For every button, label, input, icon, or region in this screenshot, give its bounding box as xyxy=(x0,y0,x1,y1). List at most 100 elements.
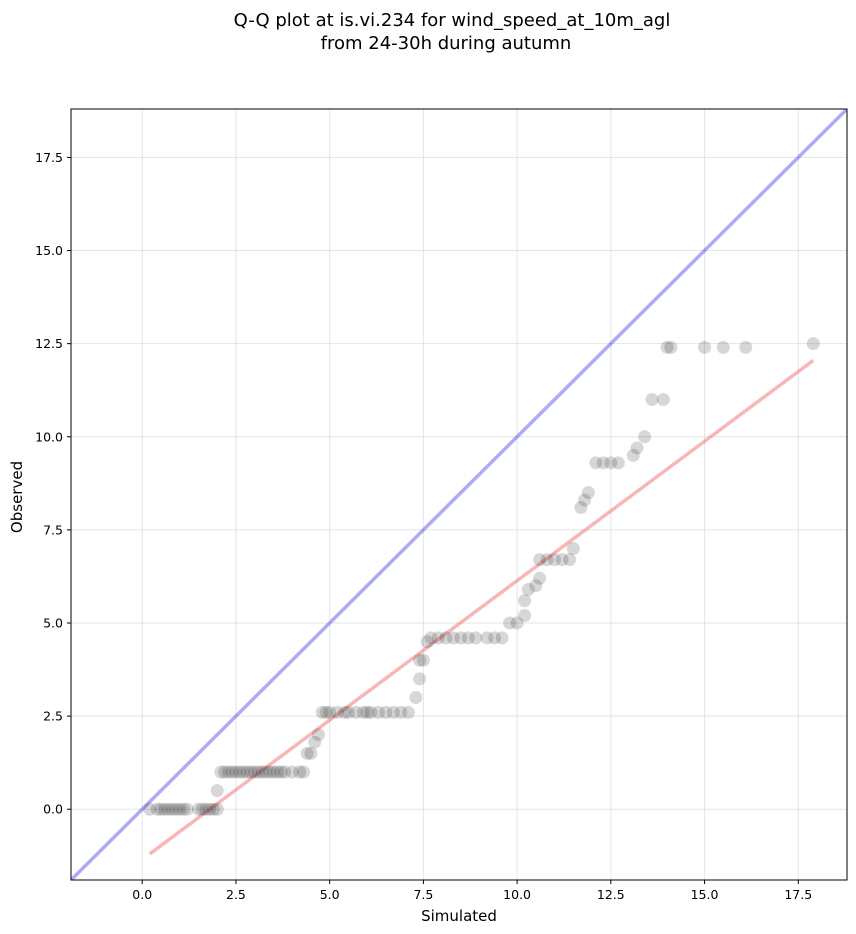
qq-point xyxy=(248,765,262,779)
qq-point xyxy=(495,631,509,645)
qq-point xyxy=(578,493,592,507)
qq-point xyxy=(409,690,423,704)
qq-point xyxy=(338,705,352,719)
qq-point xyxy=(439,631,453,645)
qq-point xyxy=(386,705,400,719)
qq-point xyxy=(285,765,299,779)
qq-point xyxy=(315,705,329,719)
qq-point xyxy=(330,705,344,719)
qq-point xyxy=(304,746,318,760)
x-tick-label: 10.0 xyxy=(503,887,531,902)
qq-point xyxy=(480,631,494,645)
qq-point xyxy=(660,340,674,354)
qq-point xyxy=(218,765,232,779)
qq-point xyxy=(165,802,179,816)
qq-point xyxy=(510,616,524,630)
qq-point xyxy=(263,765,277,779)
qq-point xyxy=(270,765,284,779)
qq-point xyxy=(225,765,239,779)
qq-points xyxy=(143,337,820,816)
qq-point xyxy=(394,705,408,719)
qq-point xyxy=(533,571,547,585)
qq-point xyxy=(806,337,820,351)
qq-point xyxy=(356,705,370,719)
qq-point xyxy=(169,802,183,816)
qq-point xyxy=(664,340,678,354)
qq-point xyxy=(244,765,258,779)
qq-point xyxy=(548,553,562,567)
qq-point xyxy=(296,765,310,779)
y-tick-label: 5.0 xyxy=(43,616,63,631)
y-tick-label: 12.5 xyxy=(35,336,63,351)
qq-point xyxy=(191,802,205,816)
qq-point xyxy=(274,765,288,779)
qq-point xyxy=(143,802,157,816)
qq-point xyxy=(349,705,363,719)
qq-point xyxy=(461,631,475,645)
x-axis-ticks: 0.0 2.5 5.0 7.5 10.0 12.5 15.0 17.5 xyxy=(132,880,812,902)
x-tick-label: 12.5 xyxy=(597,887,625,902)
qq-point xyxy=(379,705,393,719)
qq-point xyxy=(518,594,532,608)
qq-point xyxy=(210,784,224,798)
qq-point xyxy=(203,802,217,816)
qq-point xyxy=(180,802,194,816)
qq-point xyxy=(206,802,220,816)
grid-lines xyxy=(71,109,847,880)
qq-point xyxy=(566,542,580,556)
qq-point xyxy=(199,802,213,816)
qq-point xyxy=(574,501,588,515)
qq-point xyxy=(420,635,434,649)
qq-point xyxy=(518,609,532,623)
regression-fit-line xyxy=(148,359,815,856)
qq-point xyxy=(589,456,603,470)
qq-point xyxy=(413,672,427,686)
qq-point xyxy=(364,705,378,719)
x-tick-label: 17.5 xyxy=(784,887,812,902)
qq-point xyxy=(371,705,385,719)
qq-point xyxy=(278,765,292,779)
qq-point xyxy=(521,582,535,596)
qq-point xyxy=(604,456,618,470)
y-tick-label: 10.0 xyxy=(35,429,63,444)
qq-point xyxy=(221,765,235,779)
qq-point xyxy=(596,456,610,470)
plot-frame xyxy=(70,108,848,881)
qq-point xyxy=(656,393,670,407)
identity-reference-line xyxy=(71,109,847,880)
qq-point xyxy=(446,631,460,645)
qq-point xyxy=(503,616,517,630)
qq-point xyxy=(229,765,243,779)
qq-point xyxy=(319,705,333,719)
qq-point xyxy=(308,735,322,749)
x-tick-label: 15.0 xyxy=(691,887,719,902)
qq-point xyxy=(360,705,374,719)
y-tick-label: 15.0 xyxy=(35,243,63,258)
qq-point xyxy=(533,553,547,567)
qq-point xyxy=(469,631,483,645)
qq-point xyxy=(555,553,569,567)
qq-point xyxy=(233,765,247,779)
qq-point xyxy=(626,448,640,462)
qq-point xyxy=(161,802,175,816)
qq-point xyxy=(454,631,468,645)
qq-point xyxy=(563,553,577,567)
qq-point xyxy=(210,802,224,816)
x-tick-label: 2.5 xyxy=(226,887,246,902)
qq-point xyxy=(630,441,644,455)
chart-title-line-2: from 24-30h during autumn xyxy=(321,33,572,54)
x-tick-label: 7.5 xyxy=(413,887,433,902)
x-tick-label: 0.0 xyxy=(132,887,152,902)
qq-point xyxy=(240,765,254,779)
qq-point xyxy=(413,653,427,667)
qq-point xyxy=(716,340,730,354)
qq-point xyxy=(581,486,595,500)
qq-point xyxy=(341,705,355,719)
qq-point xyxy=(540,553,554,567)
qq-point xyxy=(645,393,659,407)
qq-point xyxy=(300,746,314,760)
qq-point xyxy=(311,728,325,742)
qq-point xyxy=(293,765,307,779)
qq-point xyxy=(611,456,625,470)
